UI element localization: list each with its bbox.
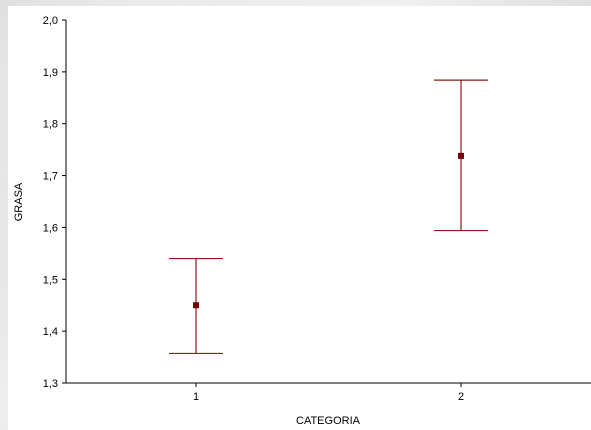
y-tick-label: 1,4 [43, 326, 58, 338]
plot-panel [8, 6, 591, 430]
x-tick-label: 1 [193, 391, 199, 403]
y-tick-label: 1,7 [43, 171, 58, 183]
y-tick-label: 1,5 [43, 274, 58, 286]
axes [65, 20, 591, 384]
x-tick-label: 2 [458, 391, 464, 403]
x-axis-label: CATEGORIA [296, 415, 361, 427]
mean-point [193, 302, 199, 309]
y-tick-label: 1,3 [43, 378, 58, 390]
y-tick-label: 1,9 [43, 67, 58, 79]
y-tick-label: 1,6 [43, 222, 58, 234]
series-errorbars [169, 79, 488, 355]
y-ticks: 1,3 1,4 1,5 1,6 1,7 1,8 1,9 2,0 [43, 15, 66, 390]
mean-point [458, 152, 464, 159]
y-tick-label: 1,8 [43, 119, 58, 131]
y-tick-label: 2,0 [43, 15, 58, 27]
y-axis-label: GRASA [13, 182, 25, 221]
